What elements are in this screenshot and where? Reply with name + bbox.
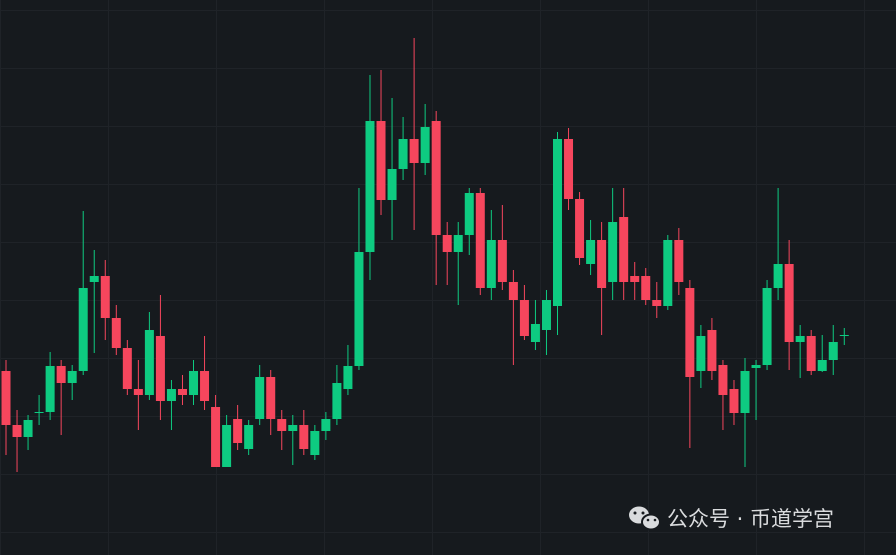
candle-body — [464, 193, 474, 235]
candle-body — [553, 139, 562, 306]
candle-body — [277, 419, 287, 431]
candle-body — [508, 282, 518, 300]
candle-body — [266, 377, 276, 419]
candle-body — [530, 324, 540, 342]
candle-body — [387, 169, 397, 200]
candle-body — [177, 389, 187, 395]
candle-body — [652, 300, 662, 306]
candle-body — [34, 412, 44, 413]
candle-body — [332, 383, 342, 419]
candle-body — [255, 377, 265, 419]
candle-body — [497, 240, 507, 282]
candle-body — [839, 335, 849, 336]
candle-body — [288, 425, 298, 431]
watermark: 公众号 · 币道学宫 — [667, 507, 834, 531]
candle-body — [817, 360, 827, 371]
candle-body — [23, 420, 33, 437]
candle-body — [685, 288, 695, 377]
candle-body — [453, 235, 463, 252]
candle-body — [12, 425, 22, 437]
candles — [1, 38, 849, 472]
candle-body — [89, 276, 99, 282]
candle-body — [244, 425, 254, 449]
candle-body — [641, 276, 651, 300]
candle-body — [431, 121, 441, 235]
candle-body — [486, 240, 496, 288]
candle-body — [597, 240, 607, 288]
candle-body — [233, 419, 243, 443]
candle-body — [78, 288, 88, 371]
candle-body — [100, 276, 110, 318]
candle-body — [166, 389, 176, 401]
candle-body — [1, 371, 11, 425]
candle-body — [541, 300, 551, 330]
candle-body — [45, 366, 55, 412]
candle-body — [784, 264, 794, 342]
wechat-icon — [629, 506, 661, 531]
candle-body — [56, 366, 66, 383]
candle-body — [575, 199, 585, 258]
candle-body — [354, 252, 364, 366]
candle-body — [674, 240, 684, 282]
candle-body — [409, 139, 419, 163]
candle-body — [189, 371, 199, 395]
candle-body — [751, 365, 761, 368]
candle-body — [795, 336, 805, 342]
candle-body — [211, 407, 221, 467]
candle-body — [729, 389, 739, 413]
candle-body — [200, 371, 210, 401]
candle-body — [806, 336, 816, 371]
candle-body — [155, 336, 165, 401]
candle-body — [718, 365, 728, 395]
candle-body — [365, 121, 375, 252]
candle-body — [222, 425, 232, 467]
candle-body — [111, 318, 121, 348]
candle-body — [519, 300, 529, 336]
candle-body — [398, 139, 408, 169]
candle-body — [310, 431, 320, 455]
candle-body — [630, 276, 640, 282]
candle-body — [299, 425, 309, 449]
candle-body — [475, 193, 485, 288]
candle-body — [564, 139, 574, 199]
candle-body — [740, 371, 750, 413]
candle-body — [773, 264, 783, 288]
candle-body — [663, 240, 673, 306]
candle-body — [343, 366, 353, 389]
candle-body — [144, 330, 154, 395]
candle-body — [420, 127, 430, 163]
candle-body — [707, 330, 717, 371]
candle-body — [376, 121, 386, 200]
candle-body — [586, 240, 596, 264]
candle-body — [762, 288, 772, 365]
candle-body — [133, 389, 143, 395]
candle-body — [442, 235, 452, 252]
watermark-group: 公众号 · 币道学宫 — [629, 506, 834, 531]
candle-body — [619, 217, 629, 282]
candle-body — [67, 371, 77, 383]
candle-body — [122, 348, 132, 389]
candle-body — [696, 336, 706, 371]
candle-body — [828, 342, 838, 360]
candle-body — [608, 222, 618, 282]
candle-body — [321, 419, 331, 431]
